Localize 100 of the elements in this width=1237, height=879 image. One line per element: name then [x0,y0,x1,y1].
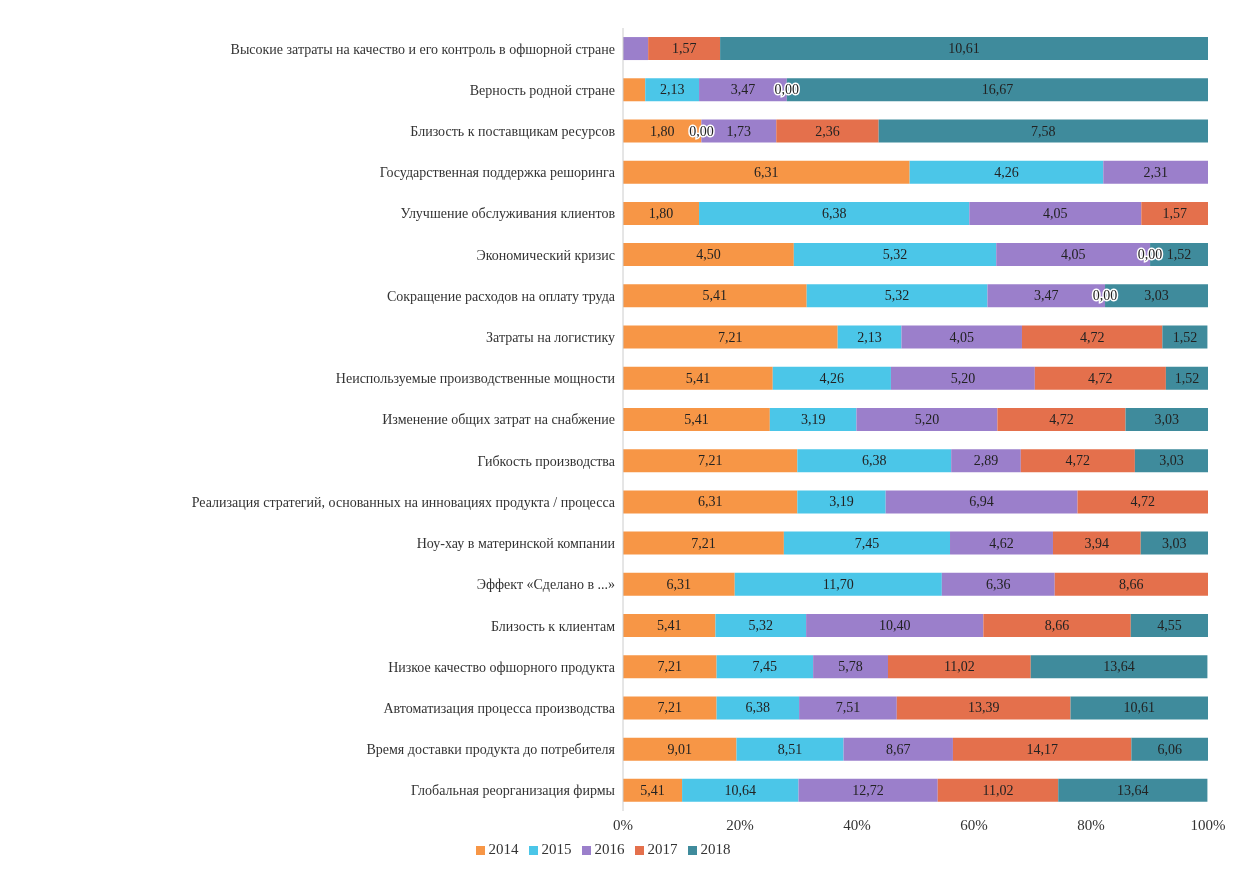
bar [682,778,799,802]
y-tick-label: Глобальная реорганизация фирмы [411,783,616,799]
annotation: 9,01 [667,741,692,757]
bar [623,78,646,102]
annotation: 7,21 [657,700,683,716]
bar [720,37,1208,61]
annotation: 2,13 [857,329,882,345]
y-tick-label: Реализация стратегий, основанных на инновациях продукта / процесса [191,494,616,510]
bar [623,572,735,596]
bar [734,572,942,596]
annotation: 3,03 [1159,453,1184,469]
y-tick-label: Неиспользуемые производственные мощности [335,371,616,387]
annotation: 3,03 [1154,412,1180,427]
bar [888,655,1031,679]
bar [983,614,1131,638]
annotation: 6,06 [1157,741,1182,757]
annotation: 4,72 [1079,329,1105,345]
bar [885,490,1078,514]
bar [901,325,1022,349]
annotation: 0,00 [1137,247,1163,263]
annotation: 1,73 [726,123,752,139]
legend-label: 2015 [541,841,572,857]
annotation: 10,40 [878,618,911,634]
annotation: 0,00 [774,82,800,98]
annotation: 11,02 [943,659,975,675]
annotation: 7,58 [1031,123,1056,139]
annotation: 13,64 [1117,782,1149,798]
bar [1070,696,1208,720]
bar [623,737,737,761]
bar [951,449,1021,473]
bar [648,37,721,61]
bar [1052,531,1141,555]
annotation: 4,72 [1088,370,1113,386]
annotation: 1,57 [671,41,697,57]
annotation: 7,51 [835,700,861,716]
annotation: 8,51 [777,741,803,757]
annotation: 5,32 [882,247,908,263]
bar [623,490,798,514]
bar [1030,655,1208,679]
annotation: 0,00 [1092,288,1118,304]
annotation: 3,94 [1084,535,1110,551]
y-tick-label: Высокие затраты на качество и его контроль в офшорной стране [230,41,615,57]
bar [890,366,1035,390]
bar [806,284,988,308]
bar [623,160,910,184]
bar [799,696,897,720]
y-tick-label: Низкое качество офшорного продукта [388,659,616,675]
bar [1141,201,1208,225]
bar [1020,449,1135,473]
bar [1054,572,1208,596]
y-tick-label: Близость к поставщикам ресурсов [410,124,616,139]
bar [937,778,1059,802]
bar [769,407,857,431]
annotation: 10,61 [948,41,980,57]
bar [797,490,886,514]
bar [1130,614,1208,638]
annotation: 5,32 [884,288,910,304]
annotation: 6,38 [745,700,771,716]
bar [716,696,800,720]
bar [623,614,716,638]
bar [1058,778,1208,802]
annotation: 4,05 [949,329,974,345]
y-tick-label: Улучшение обслуживания клиентов [400,206,616,222]
annotation: 1,80 [649,123,675,139]
bar [843,737,953,761]
bar [623,655,717,679]
legend-label: 2014 [488,841,519,857]
bar [909,160,1104,184]
annotation: 7,21 [657,659,683,675]
y-tick-label: Ноу-хау в материнской компании [416,536,616,552]
annotation: 3,47 [730,82,756,98]
annotation: 2,89 [973,453,999,469]
annotation: 3,03 [1144,288,1169,304]
annotation: 13,64 [1103,659,1135,675]
bar [623,531,784,555]
y-tick-label: Затраты на логистику [486,330,615,346]
annotation: 7,45 [752,659,778,675]
annotation: 6,31 [666,576,692,592]
annotation: 4,72 [1065,453,1091,469]
annotation: 4,26 [994,164,1019,180]
annotation: 7,21 [691,535,716,551]
annotation: 10,64 [724,782,757,798]
annotation: 5,41 [702,288,728,304]
bar [623,201,700,225]
annotation: 2,13 [659,82,685,98]
annotation: 10,61 [1123,700,1156,716]
x-tick-label: 20% [726,816,754,833]
y-tick-label: Время доставки продукта до потребителя [366,742,616,758]
bar [772,366,891,390]
y-tick-label: Верность родной стране [469,82,615,98]
annotation: 5,41 [684,412,709,427]
bar [878,119,1208,143]
x-tick-label: 80% [1077,816,1105,833]
annotation: 13,39 [967,700,1000,716]
annotation: 7,21 [718,329,743,345]
bar [797,449,952,473]
bar [969,201,1142,225]
annotation: 4,26 [819,370,845,386]
annotation: 6,31 [697,494,723,510]
bar [798,778,938,802]
